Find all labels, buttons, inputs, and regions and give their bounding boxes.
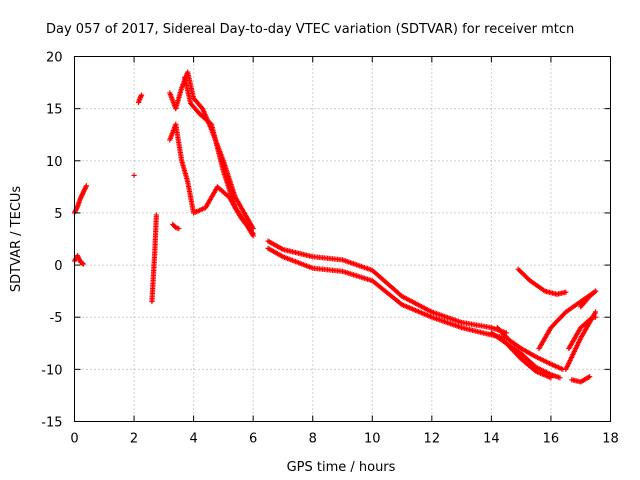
- data-point: [593, 288, 599, 294]
- y-tick-label: -15: [41, 416, 62, 431]
- x-tick-label: 2: [130, 432, 138, 447]
- data-point: [557, 375, 563, 381]
- data-point: [250, 233, 256, 239]
- data-point: [83, 183, 90, 189]
- axis-ticks: [74, 56, 611, 422]
- x-tick-labels: 0 2 4 6 8 10 12 14 16 18: [70, 432, 618, 447]
- x-tick-label: 4: [189, 432, 197, 447]
- x-tick-label: 18: [602, 432, 619, 447]
- y-tick-label: -10: [41, 363, 62, 378]
- x-tick-label: 16: [543, 432, 560, 447]
- x-tick-label: 10: [364, 432, 381, 447]
- data-point: [138, 92, 145, 98]
- x-tick-label: 14: [483, 432, 500, 447]
- data-point: [153, 212, 159, 218]
- data-point: [563, 289, 569, 295]
- y-tick-label: 0: [54, 259, 62, 274]
- x-tick-label: 12: [424, 432, 441, 447]
- data-point: [80, 261, 87, 267]
- x-tick-label: 6: [249, 432, 257, 447]
- data-point: [131, 172, 137, 178]
- grid: [74, 56, 611, 422]
- chart-title: Day 057 of 2017, Sidereal Day-to-day VTE…: [46, 22, 574, 37]
- y-tick-label: 20: [46, 51, 63, 66]
- y-tick-label: 10: [46, 155, 63, 170]
- x-axis-label: GPS time / hours: [287, 460, 396, 475]
- data-points: [71, 69, 599, 385]
- y-tick-label: 5: [54, 207, 62, 222]
- y-tick-labels: -15 -10 -5 0 5 10 15 20: [41, 51, 62, 431]
- plot-frame: [74, 56, 611, 422]
- y-tick-label: 15: [46, 103, 63, 118]
- data-point: [587, 374, 593, 380]
- x-tick-label: 8: [309, 432, 317, 447]
- y-tick-label: -5: [50, 311, 63, 326]
- data-point: [593, 314, 599, 320]
- data-point: [79, 260, 86, 266]
- data-point: [593, 309, 599, 315]
- x-tick-label: 0: [70, 432, 78, 447]
- data-point: [176, 225, 182, 232]
- y-axis-label: SDTVAR / TECUs: [9, 186, 24, 293]
